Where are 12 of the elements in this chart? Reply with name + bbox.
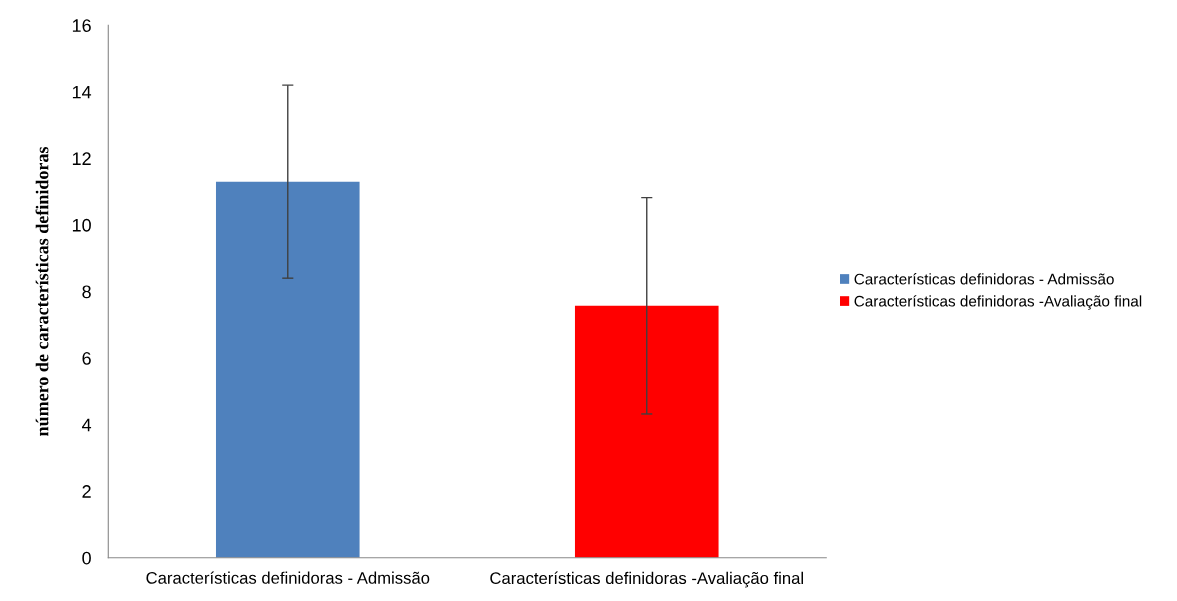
y-tick-label: 10	[72, 218, 91, 232]
y-tick-label: 12	[72, 152, 91, 165]
y-tick-label: 16	[72, 19, 91, 32]
legend-label: Características definidoras -Avaliação final	[854, 295, 1142, 310]
y-tick-label: 6	[82, 351, 91, 365]
legend-label: Características definidoras - Admissão	[854, 273, 1114, 285]
y-tick-label: 4	[81, 418, 92, 432]
y-tick-label: 0	[82, 551, 91, 565]
y-axis-title: número de características definidoras	[35, 146, 49, 437]
y-tick-label: 8	[82, 285, 91, 299]
y-tick-label: 2	[82, 485, 91, 498]
y-tick-label: 14	[72, 85, 92, 99]
